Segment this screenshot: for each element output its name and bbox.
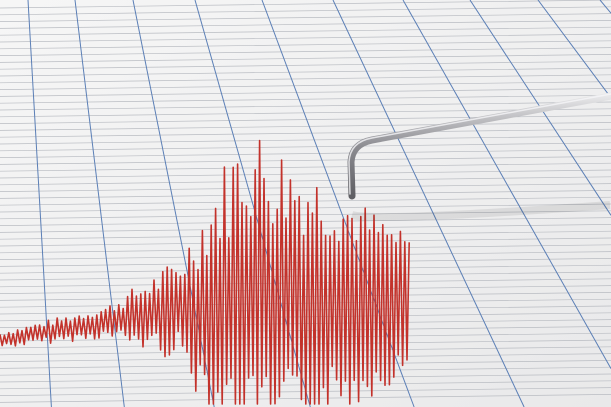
grid-line-horizontal (0, 190, 611, 199)
grid-line-horizontal (0, 81, 611, 90)
grid-line-vertical (402, 0, 611, 369)
grid-line-horizontal (0, 33, 611, 43)
grid-line-horizontal (0, 122, 611, 131)
grid-line-horizontal (0, 94, 611, 104)
grid-line-horizontal (0, 169, 611, 179)
stylus-shadow (350, 201, 611, 222)
grid-line-horizontal (0, 244, 611, 254)
grid-line-horizontal (0, 13, 611, 22)
grid-line-horizontal (0, 88, 611, 97)
grid-line-horizontal (0, 230, 611, 240)
grid-line-horizontal (0, 224, 611, 233)
grid-line-vertical (537, 0, 611, 99)
grid-line-horizontal (0, 196, 611, 206)
grid-line-horizontal (0, 40, 611, 50)
grid-line-horizontal (0, 251, 611, 260)
grid-line-horizontal (0, 264, 611, 274)
grid-line-horizontal (0, 128, 611, 138)
grid-line-horizontal (0, 258, 611, 267)
grid-line-horizontal (0, 237, 611, 247)
grid-line-vertical (27, 0, 52, 407)
grid-line-horizontal (0, 149, 611, 158)
grid-line-horizontal (0, 135, 611, 145)
grid-line-vertical (74, 0, 125, 407)
grid-line-horizontal (0, 54, 611, 63)
grid-line-horizontal (0, 298, 611, 308)
grid-line-vertical (194, 0, 311, 407)
grid-line-horizontal (0, 271, 611, 281)
grid-line-horizontal (0, 0, 611, 9)
grid-line-horizontal (0, 142, 611, 152)
grid-line-horizontal (0, 203, 611, 213)
grid-line-horizontal (0, 278, 611, 288)
grid-line-horizontal (0, 108, 611, 118)
grid-line-horizontal (0, 20, 611, 29)
recording-stylus (347, 92, 611, 200)
grid-line-horizontal (0, 176, 611, 186)
grid-line-horizontal (0, 101, 611, 111)
grid-line-horizontal (0, 74, 611, 84)
grid-line-horizontal (0, 6, 611, 16)
stylus-highlight (348, 93, 611, 195)
grid-line-horizontal (0, 183, 611, 192)
grid-line-horizontal (0, 156, 611, 165)
grid-line-horizontal (0, 285, 611, 294)
grid-line-vertical (332, 0, 525, 407)
grid-line-horizontal (0, 26, 611, 36)
grid-line-horizontal (0, 292, 611, 301)
grid-line-horizontal (0, 47, 611, 56)
grid-line-horizontal (0, 162, 611, 172)
grid-line-vertical (599, 0, 611, 14)
grid-line-horizontal (0, 60, 611, 70)
seismograph-trace (0, 139, 410, 405)
grid-line-horizontal (0, 67, 611, 77)
